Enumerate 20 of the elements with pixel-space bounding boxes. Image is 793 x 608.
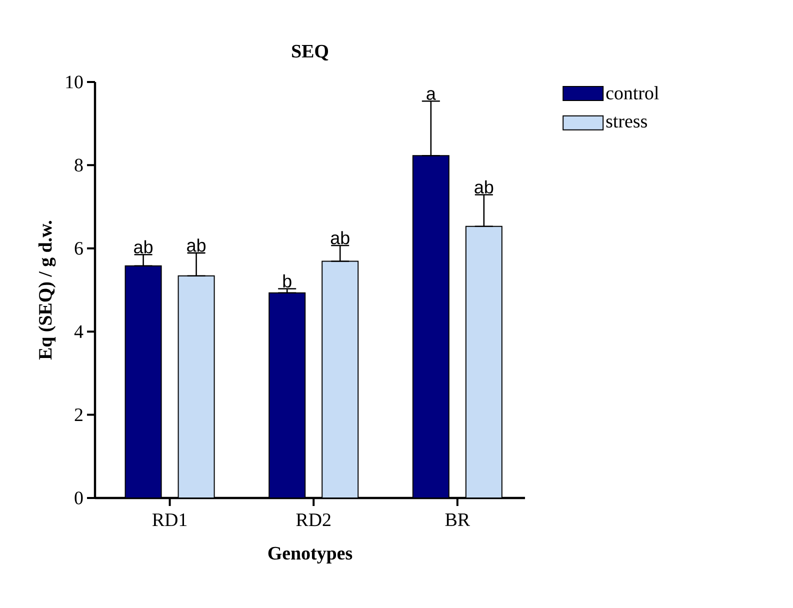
data-label: ab — [330, 231, 350, 244]
data-label: ab — [187, 238, 206, 252]
x-axis-title: Genotypes — [268, 546, 352, 564]
y-tick-label: 10 — [66, 76, 83, 88]
legend-label: stress — [606, 116, 647, 128]
chart-title: SEQ — [292, 44, 328, 60]
y-tick-label: 4 — [74, 325, 84, 338]
data-label: ab — [474, 180, 494, 194]
x-tick-label: RD1 — [152, 514, 187, 526]
y-axis-title: Eq (SEQ) / g d.w. — [38, 220, 56, 360]
data-label: ab — [134, 240, 153, 254]
x-tick-label: RD2 — [296, 514, 330, 526]
data-label: a — [426, 90, 436, 100]
y-tick-label: 6 — [74, 242, 83, 255]
y-tick-label: 2 — [74, 408, 82, 422]
legend-label: control — [606, 86, 659, 100]
y-tick-label: 8 — [74, 158, 83, 172]
y-tick-label: 0 — [74, 492, 83, 504]
x-tick-label: BR — [445, 514, 470, 526]
data-label: b — [283, 274, 292, 288]
